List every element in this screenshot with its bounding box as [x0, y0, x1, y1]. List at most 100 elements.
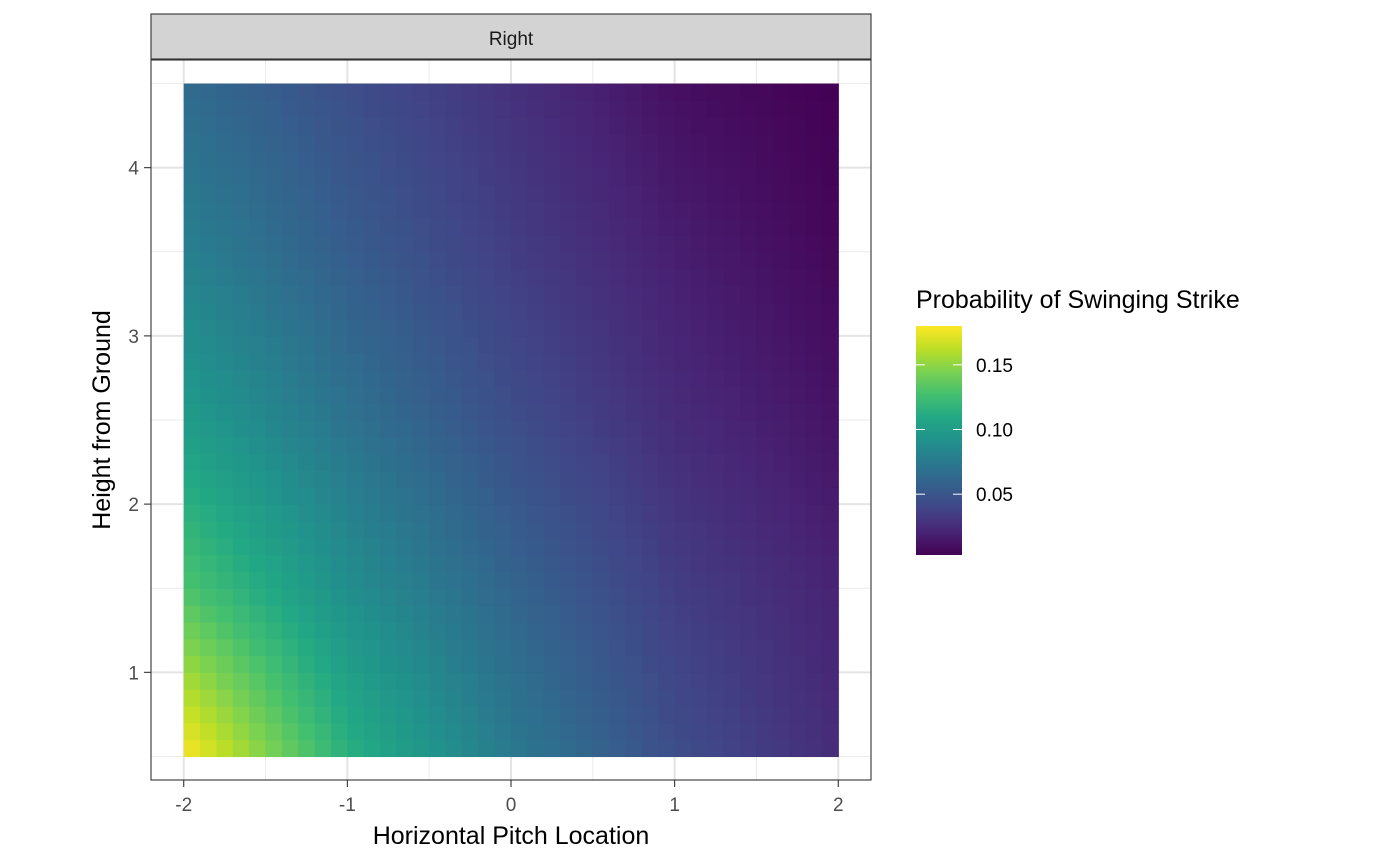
- heatmap-cell: [249, 705, 267, 724]
- heatmap-cell: [772, 218, 790, 236]
- heatmap-cell: [641, 655, 659, 673]
- heatmap-cell: [347, 453, 365, 472]
- heatmap-cell: [691, 100, 708, 118]
- heatmap-cell: [314, 571, 332, 589]
- heatmap-cell: [576, 655, 594, 673]
- heatmap-cell: [625, 689, 643, 707]
- heatmap-cell: [200, 554, 218, 573]
- heatmap-cell: [183, 369, 201, 387]
- heatmap-cell: [756, 470, 774, 488]
- heatmap-cell: [691, 520, 708, 539]
- heatmap-cell: [429, 268, 447, 287]
- heatmap-cell: [412, 705, 430, 724]
- heatmap-cell: [363, 251, 381, 270]
- heatmap-cell: [805, 285, 823, 303]
- heatmap-cell: [543, 134, 561, 152]
- heatmap-cell: [805, 722, 823, 741]
- heatmap-cell: [805, 83, 823, 101]
- heatmap-cell: [314, 504, 332, 522]
- heatmap-cell: [772, 335, 790, 354]
- heatmap-cell: [314, 722, 332, 741]
- heatmap-cell: [641, 234, 659, 253]
- heatmap-cell: [249, 655, 267, 673]
- heatmap-cell: [625, 705, 643, 724]
- heatmap-cell: [281, 302, 299, 320]
- heatmap-cell: [265, 251, 283, 270]
- heatmap-cell: [461, 268, 479, 287]
- heatmap-cell: [576, 100, 594, 118]
- heatmap-cell: [609, 134, 627, 152]
- heatmap-cell: [592, 234, 610, 253]
- heatmap-cell: [412, 167, 430, 186]
- heatmap-cell: [445, 420, 463, 438]
- heatmap-cell: [560, 722, 578, 741]
- heatmap-cell: [331, 453, 348, 472]
- heatmap-cell: [200, 436, 218, 455]
- heatmap-cell: [756, 403, 774, 421]
- heatmap-cell: [494, 218, 512, 236]
- heatmap-cell: [821, 218, 839, 236]
- heatmap-cell: [821, 520, 839, 539]
- heatmap-cell: [216, 201, 234, 219]
- heatmap-cell: [380, 705, 398, 724]
- heatmap-cell: [281, 234, 299, 253]
- heatmap-cell: [412, 453, 430, 472]
- heatmap-cell: [691, 285, 708, 303]
- heatmap-cell: [511, 588, 528, 606]
- heatmap-cell: [363, 554, 381, 573]
- heatmap-cell: [707, 234, 725, 253]
- heatmap-cell: [723, 83, 741, 101]
- heatmap-cell: [821, 100, 839, 118]
- heatmap-cell: [674, 420, 692, 438]
- heatmap-cell: [609, 218, 627, 236]
- heatmap-cell: [298, 352, 316, 371]
- heatmap-cell: [821, 420, 839, 438]
- heatmap-cell: [380, 554, 398, 573]
- heatmap-cell: [314, 184, 332, 202]
- heatmap-cell: [789, 234, 807, 253]
- heatmap-cell: [347, 537, 365, 556]
- heatmap-cell: [331, 83, 348, 101]
- heatmap-cell: [756, 369, 774, 387]
- heatmap-cell: [789, 453, 807, 472]
- heatmap-cell: [543, 487, 561, 505]
- heatmap-cell: [625, 251, 643, 270]
- heatmap-cell: [200, 268, 218, 287]
- heatmap-cell: [478, 605, 496, 623]
- heatmap-cell: [347, 268, 365, 287]
- heatmap-cell: [412, 319, 430, 337]
- heatmap-cell: [281, 621, 299, 640]
- heatmap-cell: [560, 268, 578, 287]
- heatmap-cell: [216, 319, 234, 337]
- heatmap-cell: [740, 571, 758, 589]
- heatmap-cell: [658, 689, 676, 707]
- x-tick-label: 2: [833, 795, 844, 816]
- heatmap-cell: [183, 621, 201, 640]
- x-tick-label: 0: [506, 795, 517, 816]
- heatmap-cell: [576, 722, 594, 741]
- heatmap-cell: [314, 689, 332, 707]
- heatmap-cell: [347, 487, 365, 505]
- heatmap-cell: [461, 218, 479, 236]
- heatmap-cell: [494, 319, 512, 337]
- heatmap-cell: [789, 83, 807, 101]
- heatmap-cell: [592, 520, 610, 539]
- heatmap-cell: [641, 335, 659, 354]
- heatmap-cell: [543, 705, 561, 724]
- heatmap-cell: [298, 689, 316, 707]
- heatmap-cell: [412, 621, 430, 640]
- heatmap-cell: [723, 184, 741, 202]
- heatmap-cell: [821, 302, 839, 320]
- heatmap-cell: [396, 672, 414, 690]
- heatmap-cell: [740, 251, 758, 270]
- heatmap-cell: [511, 386, 528, 404]
- heatmap-cell: [641, 218, 659, 236]
- heatmap-cell: [805, 655, 823, 673]
- heatmap-cell: [298, 369, 316, 387]
- heatmap-cell: [691, 638, 708, 657]
- heatmap-cell: [821, 554, 839, 573]
- heatmap-cell: [298, 638, 316, 657]
- heatmap-cell: [511, 638, 528, 657]
- heatmap-cell: [461, 335, 479, 354]
- heatmap-cell: [281, 672, 299, 690]
